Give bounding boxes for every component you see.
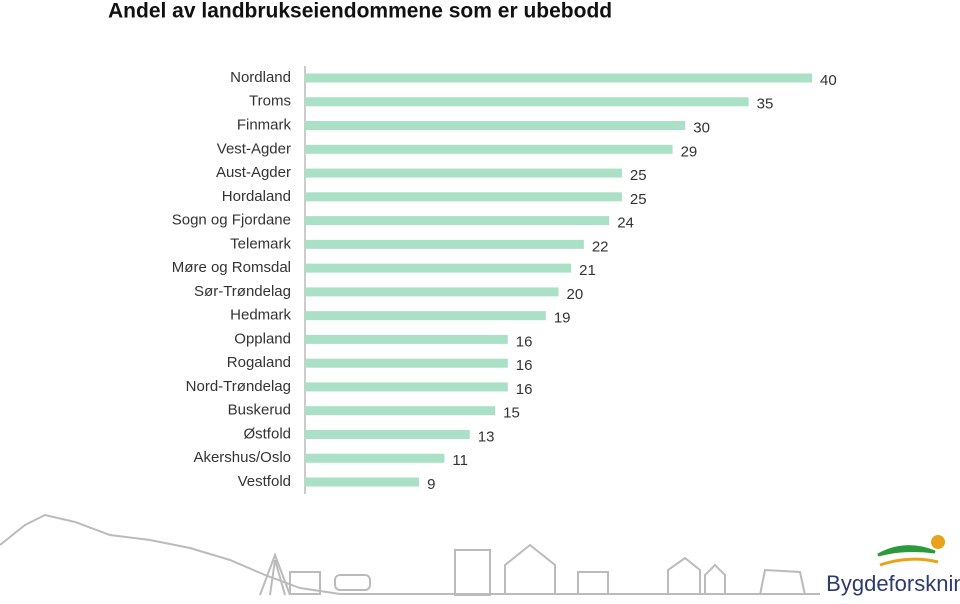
category-label: Rogaland: [227, 354, 291, 371]
category-label: Aust-Agder: [216, 164, 291, 181]
bar: [305, 192, 622, 202]
category-label: Møre og Romsdal: [172, 259, 291, 276]
bar: [305, 216, 610, 226]
category-label: Oppland: [234, 330, 291, 347]
bar: [305, 73, 812, 83]
bar: [305, 97, 749, 107]
bar: [305, 239, 584, 249]
category-label: Vest-Agder: [217, 140, 291, 157]
category-label: Østfold: [243, 425, 291, 442]
landscape: [0, 513, 820, 596]
bar: [305, 121, 686, 131]
category-label: Sogn og Fjordane: [172, 212, 291, 229]
bar: [305, 144, 673, 154]
bar: [305, 311, 546, 321]
value-label: 15: [503, 405, 520, 422]
bar: [305, 406, 496, 416]
value-label: 11: [452, 452, 468, 469]
category-label: Troms: [249, 93, 291, 110]
value-label: 9: [427, 476, 435, 493]
value-label: 13: [478, 428, 495, 445]
bar: [305, 358, 508, 368]
value-label: 25: [630, 167, 647, 184]
value-label: 20: [567, 286, 584, 303]
bar: [305, 429, 470, 439]
bar: [305, 168, 622, 178]
category-label: Nordland: [230, 69, 291, 86]
category-label: Akershus/Oslo: [193, 449, 291, 466]
bar: [305, 334, 508, 344]
category-label: Hordaland: [222, 188, 291, 205]
value-label: 21: [579, 262, 596, 279]
value-label: 30: [693, 119, 710, 136]
value-label: 24: [617, 215, 634, 232]
bar: [305, 477, 420, 487]
category-label: Nord-Trøndelag: [186, 378, 291, 395]
value-label: 16: [516, 357, 533, 374]
value-label: 22: [592, 238, 609, 255]
category-label: Sør-Trøndelag: [194, 283, 291, 300]
category-label: Buskerud: [228, 402, 291, 419]
logo-mark: [877, 535, 945, 567]
value-label: 25: [630, 191, 647, 208]
category-label: Vestfold: [238, 473, 291, 490]
category-label: Hedmark: [230, 307, 291, 324]
bar: [305, 263, 572, 273]
value-label: 29: [681, 143, 698, 160]
value-label: 40: [820, 72, 837, 89]
value-label: 16: [516, 381, 533, 398]
bar: [305, 287, 559, 297]
value-label: 35: [757, 96, 774, 113]
category-label: Finmark: [237, 116, 292, 133]
chart-title: Andel av landbrukseiendommene som er ube…: [108, 0, 612, 23]
bar: [305, 382, 508, 392]
value-label: 19: [554, 310, 571, 327]
bar: [305, 453, 445, 463]
category-label: Telemark: [230, 235, 291, 252]
logo-text: Bygdeforskning: [826, 571, 960, 596]
value-label: 16: [516, 333, 533, 350]
